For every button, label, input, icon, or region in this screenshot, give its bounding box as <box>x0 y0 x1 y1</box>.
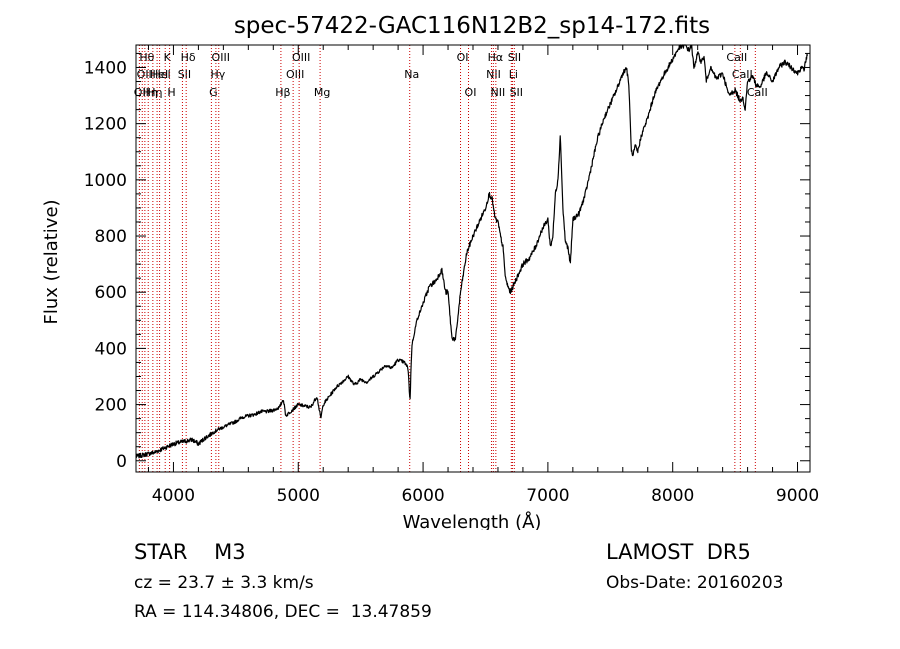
plot-frame <box>135 44 811 473</box>
line-marker-label: OII <box>137 68 152 81</box>
line-marker-label: Mg <box>314 86 330 99</box>
line-marker-label: Na <box>404 68 419 81</box>
line-marker-label: OIII <box>286 68 304 81</box>
line-marker-label: OI <box>457 51 469 64</box>
y-tick-label: 600 <box>95 283 127 303</box>
x-axis-ticks: 4000 5000 6000 7000 8000 9000 <box>147 45 819 506</box>
line-marker-label: OIII <box>292 51 310 64</box>
y-tick-label: 1400 <box>84 58 127 78</box>
line-marker-label: CaII <box>747 86 768 99</box>
y-tick-label: 1200 <box>84 115 127 135</box>
line-marker-label: Hη <box>143 86 158 99</box>
line-marker-label: SII <box>510 86 523 99</box>
y-axis-ticks: 0 200 400 600 800 1000 1200 1400 <box>84 52 810 472</box>
line-marker-label: CaII <box>732 68 753 81</box>
y-tick-label: 1000 <box>84 171 127 191</box>
spectrum-line <box>135 44 808 459</box>
y-axis-label: Flux (relative) <box>41 199 62 324</box>
x-tick-label: 4000 <box>152 486 195 506</box>
line-marker-label: Li <box>509 68 518 81</box>
y-tick-label: 0 <box>116 452 127 472</box>
y-tick-label: 400 <box>95 339 127 359</box>
line-marker-label: Hβ <box>275 86 290 99</box>
line-marker-label: NII <box>486 68 501 81</box>
line-marker-label: SII <box>178 68 191 81</box>
line-marker-label: OI <box>465 86 477 99</box>
x-tick-label: 5000 <box>277 486 320 506</box>
chart-title: spec-57422-GAC116N12B2_sp14-172.fits <box>234 13 710 39</box>
y-tick-label: 200 <box>95 396 127 416</box>
line-markers: OIIOIIHθHηHηHeIHeIKHSIIHδGHγOIIIHβOIIIOI… <box>134 45 768 472</box>
x-tick-label: 8000 <box>651 486 694 506</box>
line-marker-label: Hγ <box>210 68 225 81</box>
line-marker-label: G <box>209 86 218 99</box>
line-marker-label: HeI <box>150 68 168 81</box>
x-tick-label: 7000 <box>526 486 569 506</box>
line-marker-label: Hδ <box>181 51 196 64</box>
line-marker-label: OIII <box>212 51 230 64</box>
line-marker-label: CaII <box>726 51 747 64</box>
coordinates-readout: RA = 114.34806, DEC = 13.47859 <box>134 602 432 622</box>
redshift-readout: cz = 23.7 ± 3.3 km/s <box>134 573 314 593</box>
line-marker-label: Hθ <box>139 51 154 64</box>
x-tick-label: 9000 <box>776 486 819 506</box>
x-axis-label: Wavelength (Å) <box>403 511 542 530</box>
line-marker-label: K <box>164 51 172 64</box>
spectrum-chart: spec-57422-GAC116N12B2_sp14-172.fits OII… <box>41 13 819 530</box>
survey-name: LAMOST DR5 <box>606 540 751 564</box>
x-tick-label: 6000 <box>401 486 444 506</box>
line-marker-label: NII <box>490 86 505 99</box>
line-marker-label: HeI <box>152 68 170 81</box>
line-marker-label: H <box>167 86 175 99</box>
observation-date: Obs-Date: 20160203 <box>606 573 784 593</box>
y-tick-label: 800 <box>95 227 127 247</box>
object-class: STAR M3 <box>134 540 246 564</box>
line-marker-label: Hη <box>147 86 162 99</box>
